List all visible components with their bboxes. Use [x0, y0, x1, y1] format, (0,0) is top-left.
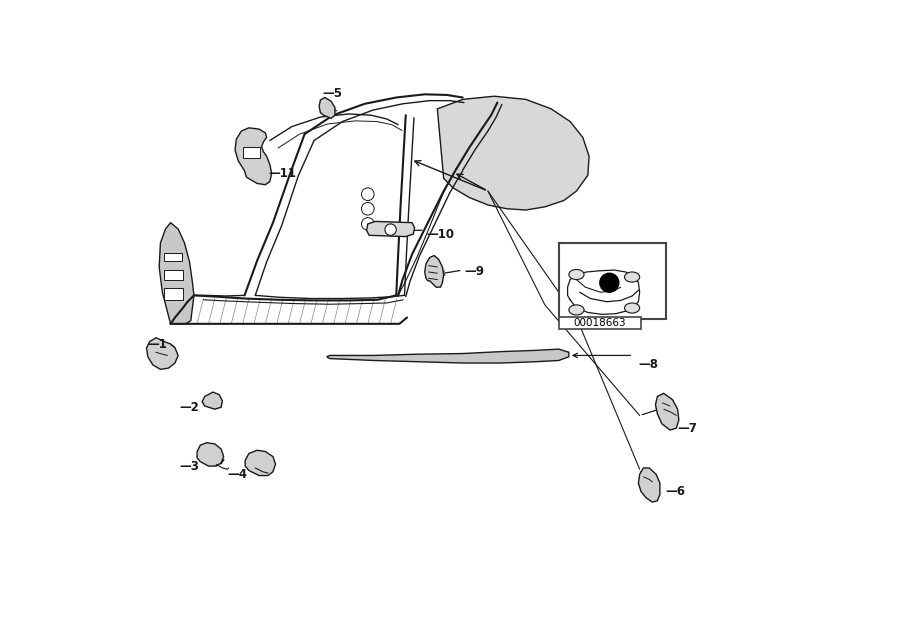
Polygon shape: [638, 468, 660, 502]
Polygon shape: [437, 97, 590, 210]
Polygon shape: [235, 128, 272, 185]
Ellipse shape: [625, 272, 640, 282]
Text: —9: —9: [464, 265, 484, 279]
Text: 00018663: 00018663: [573, 318, 626, 328]
Text: —8: —8: [638, 358, 659, 371]
Polygon shape: [245, 450, 275, 476]
Bar: [559, 318, 641, 329]
Text: —6: —6: [665, 485, 685, 498]
Circle shape: [599, 273, 619, 292]
Text: —1: —1: [148, 338, 167, 351]
Text: —11: —11: [268, 167, 296, 180]
Text: —4: —4: [228, 468, 248, 481]
Polygon shape: [366, 222, 415, 237]
Polygon shape: [320, 98, 335, 118]
Bar: [243, 147, 260, 158]
Circle shape: [362, 203, 374, 215]
Polygon shape: [202, 392, 222, 409]
Text: —2: —2: [179, 401, 199, 414]
Bar: [164, 253, 182, 260]
Circle shape: [362, 218, 374, 231]
Polygon shape: [159, 223, 194, 324]
Polygon shape: [327, 349, 569, 363]
Polygon shape: [197, 443, 224, 466]
Polygon shape: [655, 393, 679, 430]
Ellipse shape: [569, 305, 584, 315]
Bar: [164, 288, 184, 300]
Circle shape: [362, 188, 374, 201]
Text: —3: —3: [179, 460, 199, 472]
Text: —7: —7: [678, 422, 698, 434]
Ellipse shape: [625, 303, 640, 313]
Text: —5: —5: [322, 86, 342, 100]
Polygon shape: [425, 255, 444, 287]
Bar: [559, 243, 666, 319]
Ellipse shape: [569, 269, 584, 279]
Polygon shape: [147, 338, 178, 370]
Text: —10: —10: [426, 227, 454, 241]
Bar: [164, 270, 184, 279]
Circle shape: [385, 224, 396, 236]
